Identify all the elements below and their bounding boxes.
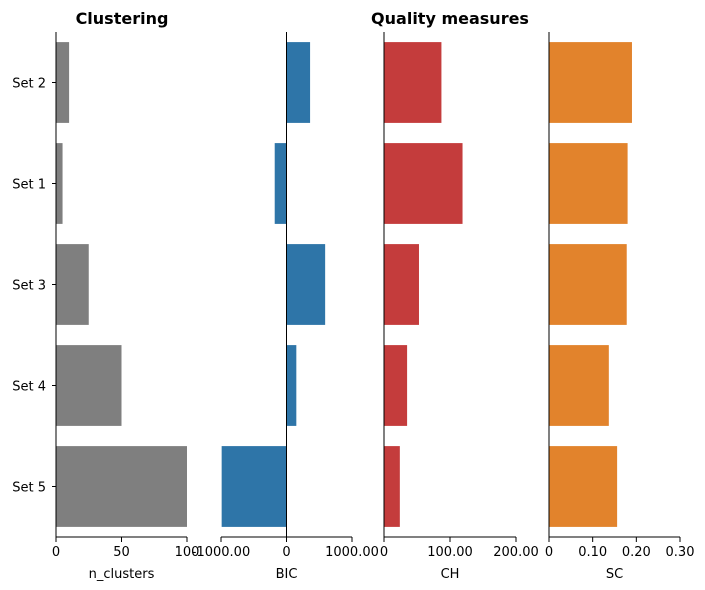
x-tick-label: 0 [380,545,388,560]
bar-n-clusters [56,42,70,123]
x-tick-label: 50 [113,545,130,560]
bar-ch [384,446,400,527]
x-tick-label: 200.00 [493,545,539,560]
bar-n-clusters [56,345,122,426]
bar-sc [549,446,618,527]
bar-sc [549,244,627,325]
x-tick-label: 100 [175,545,200,560]
x-axis-label: CH [441,567,460,582]
x-axis-label: SC [606,567,623,582]
bar-n-clusters [56,446,187,527]
x-tick-label: 0.10 [578,545,607,560]
bar-bic [286,345,297,426]
bar-ch [384,143,463,224]
x-tick-label: 0.20 [622,545,651,560]
x-axis-label: BIC [276,567,298,582]
bar-bic [274,143,287,224]
bar-ch [384,345,408,426]
plot-area: Set 2 Set 1 Set 3 Set 4 Set 5 0 50 100 n_cluster… [12,32,694,582]
bar-bic [286,244,326,325]
category-label: Set 1 [12,178,46,193]
bar-n-clusters [56,244,89,325]
x-tick-label: -1000.00 [192,545,250,560]
bar-sc [549,345,609,426]
clustering-title: Clustering [76,9,169,28]
x-tick-label: 0 [545,545,553,560]
category-label: Set 5 [12,481,46,496]
bar-n-clusters [56,143,63,224]
bar-sc [549,143,628,224]
x-tick-label: 100.00 [427,545,473,560]
bar-bic [286,42,311,123]
bar-ch [384,244,419,325]
bar-sc [549,42,632,123]
x-tick-label: 1000.00 [325,545,379,560]
category-label: Set 3 [12,279,46,294]
bar-ch [384,42,442,123]
bar-bic [221,446,287,527]
x-tick-label: 0.30 [666,545,695,560]
quality-measures-title: Quality measures [371,9,529,28]
category-label: Set 2 [12,77,46,92]
category-label: Set 4 [12,380,46,395]
x-tick-label: 0 [282,545,290,560]
x-axis-label: n_clusters [89,567,155,582]
x-tick-label: 0 [52,545,60,560]
